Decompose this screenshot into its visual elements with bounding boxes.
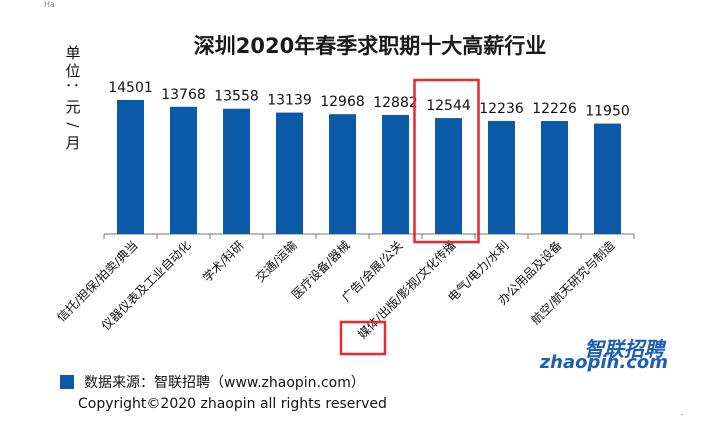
chart-title: 深圳2020年春季求职期十大高薪行业 xyxy=(193,34,547,58)
data-label: 12236 xyxy=(479,101,524,117)
bar xyxy=(223,108,250,234)
data-label: 12882 xyxy=(373,95,418,111)
highlight-box-label xyxy=(339,320,387,356)
zhaopin-logo: 智联招聘 zhaopin.com xyxy=(540,333,668,377)
data-label: 14501 xyxy=(108,80,153,96)
bar xyxy=(382,114,409,234)
logo-chinese: 智联招聘 xyxy=(584,337,664,361)
data-label: 13139 xyxy=(267,93,312,109)
data-label: 12226 xyxy=(532,101,577,117)
bar xyxy=(594,123,621,234)
data-label: 13558 xyxy=(214,89,259,105)
legend-label: 数据来源：智联招聘（www.zhaopin.com） xyxy=(84,375,365,391)
copyright: Copyright©2020 zhaopin all rights reserv… xyxy=(78,396,387,412)
category-label: 媒体/出版/影视/文化传播 xyxy=(355,238,459,342)
category-label: 学术/科研 xyxy=(199,238,246,285)
logo-english: zhaopin.com xyxy=(539,352,668,373)
bar xyxy=(435,118,462,234)
legend: 数据来源：智联招聘（www.zhaopin.com） xyxy=(60,372,365,392)
bar xyxy=(541,121,568,234)
highlight-box-bar xyxy=(413,78,480,244)
y-axis-label-char: 单 xyxy=(65,44,81,62)
y-axis-label-char: 月 xyxy=(65,134,81,152)
bar xyxy=(117,100,144,234)
category-label: 仪器仪表及工业自动化 xyxy=(99,238,194,333)
y-axis-label-char: 元 xyxy=(65,98,81,116)
category-label: 交通/运输 xyxy=(252,238,299,285)
data-label: 13768 xyxy=(161,87,206,103)
y-axis-label: 单位：元 / 月 xyxy=(62,44,84,152)
y-axis-label-char: 位 xyxy=(65,62,81,80)
corner-mark: Ha xyxy=(44,0,55,9)
legend-swatch xyxy=(60,375,74,389)
data-label: 12968 xyxy=(320,94,365,110)
data-label: 11950 xyxy=(585,104,630,120)
bar xyxy=(488,120,515,234)
data-label: 12544 xyxy=(426,98,471,114)
bar xyxy=(276,112,303,234)
bar xyxy=(170,106,197,234)
corner-dot: . xyxy=(681,408,684,417)
bar xyxy=(329,114,356,234)
